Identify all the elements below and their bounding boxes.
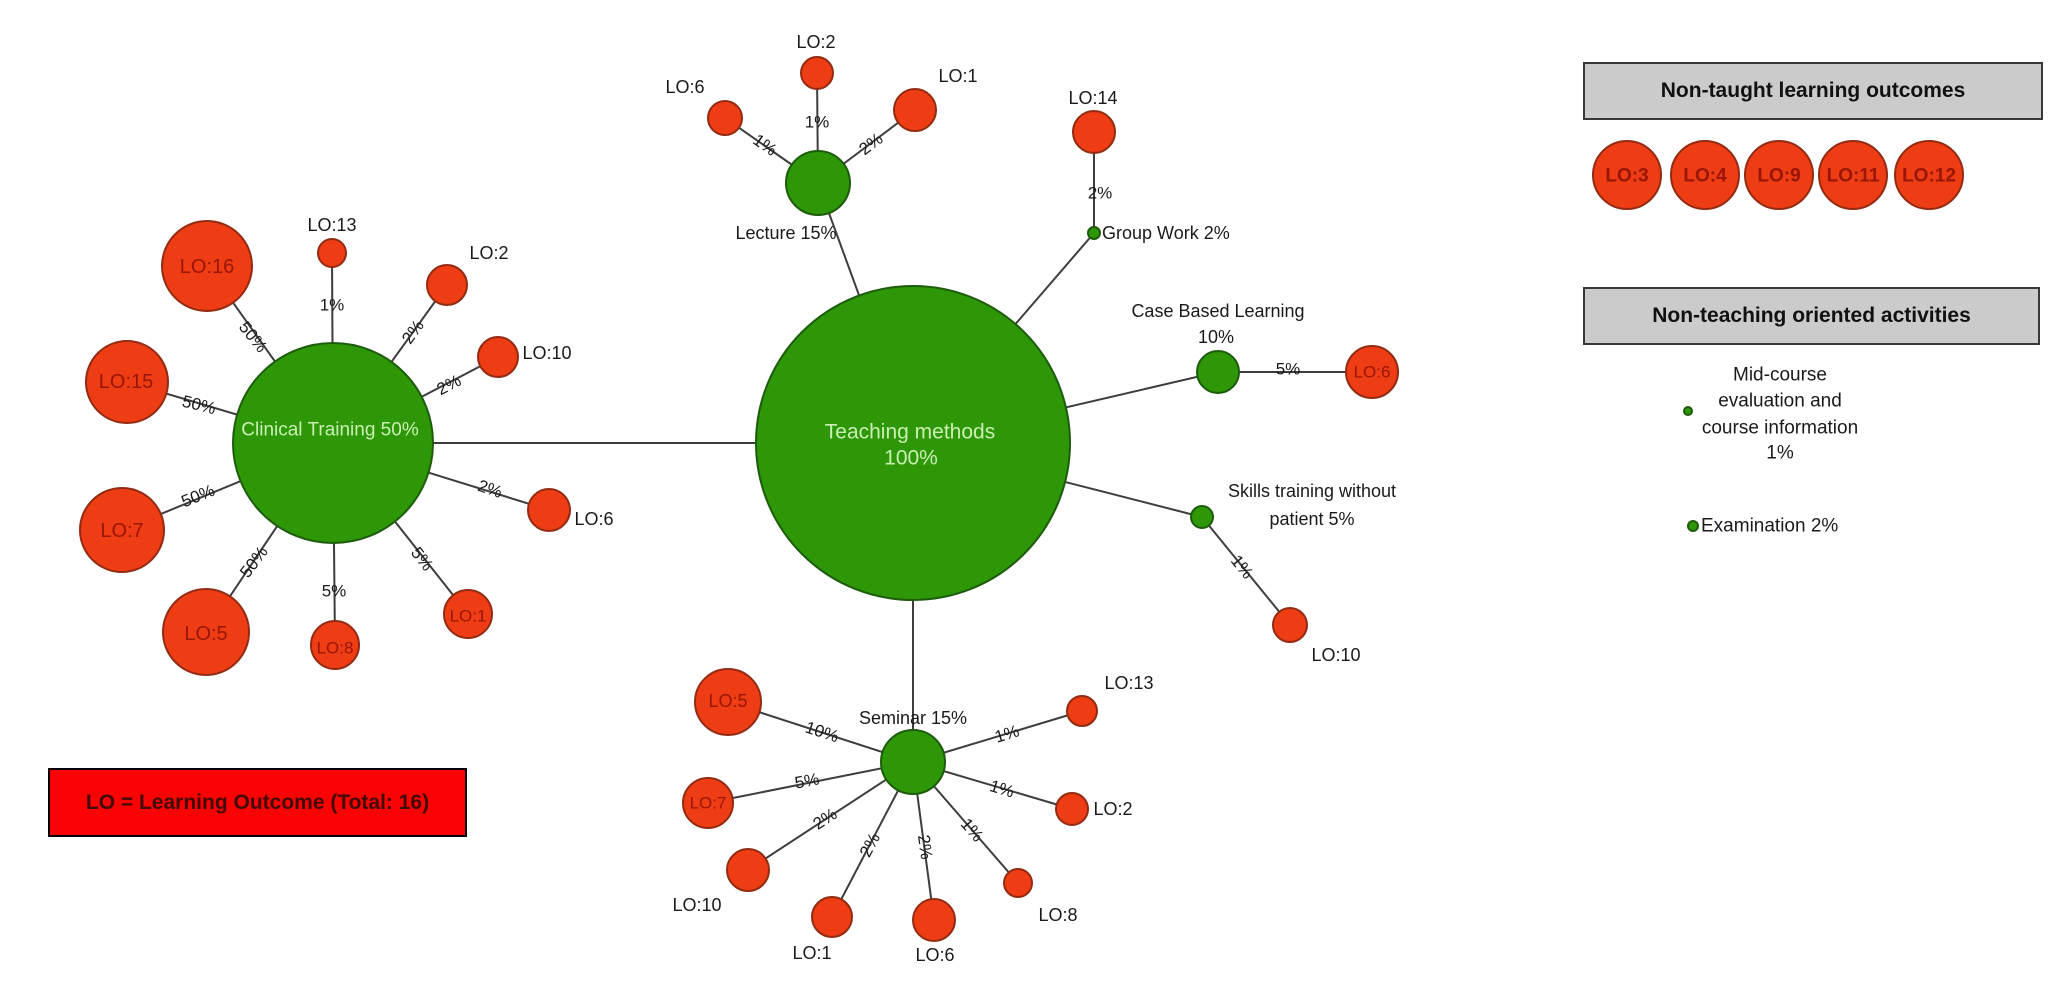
midcourse-line2: evaluation and — [1718, 390, 1842, 412]
node-lecture — [785, 150, 851, 216]
node-nontaught-lo4 — [1670, 140, 1740, 210]
skills-label-line1: Skills training without — [1227, 481, 1397, 501]
pct-groupwork-lo14: 2% — [1087, 183, 1113, 203]
clinical-lo5-label: LO:5 — [184, 623, 228, 645]
examination-dot — [1687, 520, 1699, 532]
examination-label: Examination 2% — [1701, 515, 1839, 537]
midcourse-line1: Mid-course — [1733, 364, 1827, 386]
lecture-lo1-label: LO:1 — [938, 66, 978, 86]
seminar-lo8-label: LO:8 — [1038, 905, 1078, 925]
pct-lecture-lo2: 1% — [804, 112, 830, 132]
clinical-lo10-label: LO:10 — [522, 343, 572, 363]
node-lecture-lo6 — [707, 100, 743, 136]
seminar-lo7-label: LO:7 — [689, 793, 727, 813]
nontaught-header-title: Non-taught learning outcomes — [1660, 79, 1966, 102]
node-seminar-lo13 — [1066, 695, 1098, 727]
node-clinical-lo16 — [161, 220, 253, 312]
pct-seminar-lo6: 2% — [913, 833, 937, 861]
node-skills-training — [1190, 505, 1214, 529]
node-clinical-lo10 — [477, 336, 519, 378]
seminar-lo2-label: LO:2 — [1093, 799, 1133, 819]
pct-case-lo6: 5% — [1275, 359, 1301, 379]
node-seminar-lo6 — [912, 898, 956, 942]
lecture-lo6-label: LO:6 — [665, 77, 705, 97]
midcourse-line3: course information — [1701, 417, 1859, 439]
node-seminar-lo2 — [1055, 792, 1089, 826]
node-seminar-lo8 — [1003, 868, 1033, 898]
node-groupwork-lo14 — [1072, 110, 1116, 154]
midcourse-line4: 1% — [1766, 442, 1794, 464]
seminar-label: Seminar 15% — [858, 708, 968, 728]
lecture-label: Lecture 15% — [735, 223, 837, 243]
case-lo6-label: LO:6 — [1353, 362, 1391, 382]
seminar-lo6-label: LO:6 — [915, 945, 955, 965]
node-nontaught-lo9 — [1744, 140, 1814, 210]
hub-title: Teaching methods — [824, 420, 996, 444]
pct-clinical-lo8: 5% — [321, 581, 347, 601]
node-seminar-lo10 — [726, 848, 770, 892]
node-seminar-lo7 — [682, 777, 734, 829]
node-case-lo6 — [1345, 345, 1399, 399]
edge-seminar-lo7 — [707, 761, 914, 804]
node-seminar-lo5 — [694, 668, 762, 736]
seminar-lo13-label: LO:13 — [1104, 673, 1154, 693]
nonteaching-header: Non-teaching oriented activities — [1583, 287, 2040, 345]
clinical-lo15-label: LO:15 — [98, 371, 154, 393]
hub-pct: 100% — [884, 446, 938, 470]
node-skills-lo10 — [1272, 607, 1308, 643]
pct-clinical-lo13: 1% — [319, 295, 345, 315]
node-seminar — [880, 729, 946, 795]
seminar-lo5-label: LO:5 — [708, 691, 748, 711]
skills-lo10-label: LO:10 — [1311, 645, 1361, 665]
nontaught-lo3-label: LO:3 — [1605, 165, 1649, 187]
nontaught-lo12-label: LO:12 — [1902, 165, 1956, 187]
node-clinical-lo2 — [426, 264, 468, 306]
node-case-based-learning — [1196, 350, 1240, 394]
casebased-pct-label: 10% — [1197, 327, 1235, 347]
node-clinical-lo6 — [527, 488, 571, 532]
edge-skills-lo10 — [1201, 516, 1291, 626]
nontaught-header: Non-taught learning outcomes — [1583, 62, 2043, 120]
lecture-lo2-label: LO:2 — [796, 32, 836, 52]
nontaught-lo9-label: LO:9 — [1757, 165, 1801, 187]
node-clinical-lo8 — [310, 620, 360, 670]
node-clinical-training — [232, 342, 434, 544]
node-lecture-lo2 — [800, 56, 834, 90]
clinical-lo13-label: LO:13 — [307, 215, 357, 235]
nonteaching-header-title: Non-teaching oriented activities — [1652, 304, 1971, 327]
clinical-lo8-label: LO:8 — [316, 638, 354, 658]
clinical-lo16-label: LO:16 — [179, 256, 235, 278]
legend-text: LO = Learning Outcome (Total: 16) — [85, 790, 430, 814]
node-clinical-lo15 — [85, 340, 169, 424]
node-group-work — [1087, 226, 1101, 240]
midcourse-dot — [1683, 406, 1693, 416]
seminar-lo1-label: LO:1 — [792, 943, 832, 963]
groupwork-lo14-label: LO:14 — [1068, 88, 1118, 108]
node-clinical-lo5 — [162, 588, 250, 676]
node-nontaught-lo12 — [1894, 140, 1964, 210]
groupwork-label: Group Work 2% — [1102, 223, 1230, 243]
node-clinical-lo1 — [443, 589, 493, 639]
seminar-lo10-label: LO:10 — [672, 895, 722, 915]
nontaught-lo11-label: LO:11 — [1826, 165, 1880, 187]
node-seminar-lo1 — [811, 896, 853, 938]
node-clinical-lo7 — [79, 487, 165, 573]
node-lecture-lo1 — [893, 88, 937, 132]
nontaught-lo4-label: LO:4 — [1683, 165, 1727, 187]
clinical-label: Clinical Training 50% — [241, 419, 419, 441]
clinical-lo6-label: LO:6 — [574, 509, 614, 529]
clinical-lo2-label: LO:2 — [469, 243, 509, 263]
casebased-label: Case Based Learning — [1131, 301, 1305, 321]
node-nontaught-lo3 — [1592, 140, 1662, 210]
clinical-lo1-label: LO:1 — [449, 606, 487, 626]
clinical-lo7-label: LO:7 — [100, 520, 144, 542]
node-teaching-methods — [755, 285, 1071, 601]
legend-box: LO = Learning Outcome (Total: 16) — [48, 768, 467, 837]
node-clinical-lo13 — [317, 238, 347, 268]
skills-label-line2: patient 5% — [1269, 509, 1355, 529]
pct-seminar-lo7: 5% — [793, 769, 821, 793]
node-nontaught-lo11 — [1818, 140, 1888, 210]
